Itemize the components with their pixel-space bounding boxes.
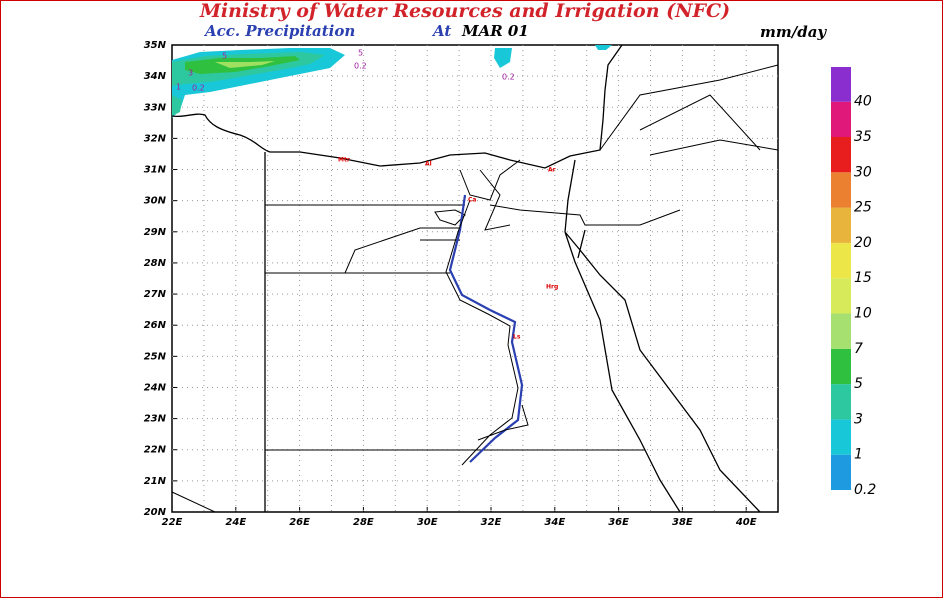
contour-label: 0.2 xyxy=(502,73,515,82)
colorbar-swatch xyxy=(831,67,851,102)
lat-label: 20N xyxy=(144,507,167,518)
lon-label: 34E xyxy=(544,517,565,528)
lon-label: 28E xyxy=(353,517,374,528)
colorbar-swatch xyxy=(831,278,851,314)
lat-label: 30N xyxy=(144,196,167,207)
colorbar-label: 40 xyxy=(854,94,872,110)
contour-label: 3 xyxy=(188,69,193,78)
lat-label: 26N xyxy=(144,320,167,331)
colorbar-label: 1 xyxy=(854,447,863,463)
lon-label: 26E xyxy=(289,517,310,528)
contour-label: 0.2 xyxy=(354,62,367,71)
city-label: Al xyxy=(425,161,432,168)
map-frame xyxy=(171,44,779,513)
colorbar-label: 0.2 xyxy=(854,482,876,498)
colorbar-label: 3 xyxy=(854,411,863,427)
colorbar-swatch xyxy=(831,137,851,173)
colorbar-label: 25 xyxy=(854,200,872,216)
lat-label: 35N xyxy=(144,40,167,51)
lon-label: 30E xyxy=(417,517,438,528)
subtitle: Acc. Precipitation xyxy=(203,22,355,40)
colorbar-swatch xyxy=(831,172,851,208)
lon-label: 32E xyxy=(481,517,502,528)
date: MAR 01 xyxy=(461,22,529,40)
colorbar-swatch xyxy=(831,454,851,490)
city-label: Ar xyxy=(548,167,556,174)
colorbar-swatch xyxy=(831,419,851,455)
city-label: Mtr xyxy=(338,157,350,164)
colorbar-label: 15 xyxy=(854,270,872,286)
lat-label: 25N xyxy=(144,351,167,362)
precip-area xyxy=(215,61,275,68)
lat-label: 31N xyxy=(144,165,167,176)
lon-label: 22E xyxy=(162,517,183,528)
contour-label: 1 xyxy=(176,83,181,92)
grid xyxy=(171,44,778,513)
colorbar-label: 30 xyxy=(854,164,872,180)
lon-label: 38E xyxy=(672,517,693,528)
colorbar-swatch xyxy=(831,313,851,349)
lat-label: 27N xyxy=(144,289,167,300)
colorbar-swatch xyxy=(831,384,851,420)
lat-label: 34N xyxy=(144,71,167,82)
lon-label: 24E xyxy=(225,517,246,528)
lat-label: 21N xyxy=(144,476,167,487)
unit: mm/day xyxy=(760,23,827,41)
at-label: At xyxy=(431,22,451,40)
colorbar-label: 5 xyxy=(854,376,863,392)
contour-label: 0.2 xyxy=(192,84,205,93)
colorbar-swatch xyxy=(831,207,851,243)
lat-label: 24N xyxy=(144,382,167,393)
city-label: Ls xyxy=(513,334,521,341)
nile-river xyxy=(448,194,524,463)
lat-label: 22N xyxy=(144,445,167,456)
city-label: Hrg xyxy=(546,284,558,291)
city-label: Ca xyxy=(468,197,476,204)
contour-label: 5 xyxy=(358,49,363,58)
precip-area xyxy=(494,48,512,68)
colorbar-swatch xyxy=(831,348,851,385)
colorbar-label: 10 xyxy=(854,306,872,322)
title: Ministry of Water Resources and Irrigati… xyxy=(199,0,730,22)
colorbar-swatch xyxy=(831,242,851,279)
lat-label: 28N xyxy=(144,258,167,269)
contour-label: 5 xyxy=(222,52,227,61)
colorbar-swatch xyxy=(831,101,851,137)
precip-area xyxy=(595,45,612,50)
lon-label: 36E xyxy=(608,517,629,528)
lat-label: 33N xyxy=(144,102,167,113)
map: Mtr Al Ca Ar Hrg Ls 5 3 1 0.2 5 0.2 0.2 xyxy=(171,44,779,513)
colorbar-label: 35 xyxy=(854,129,872,145)
lat-label: 32N xyxy=(144,133,167,144)
colorbar-label: 20 xyxy=(854,235,872,251)
precip-area xyxy=(172,95,182,116)
lon-label: 40E xyxy=(735,517,757,528)
lat-label: 29N xyxy=(144,227,167,238)
lat-label: 23N xyxy=(144,414,167,425)
colorbar-label: 7 xyxy=(854,341,863,357)
